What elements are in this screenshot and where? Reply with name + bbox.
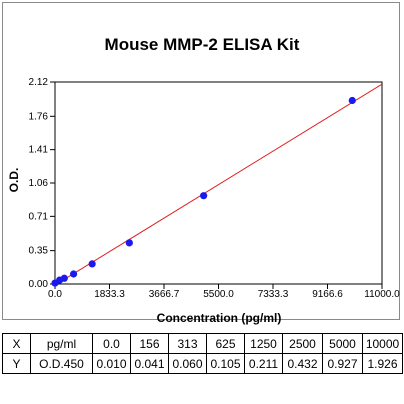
data-points bbox=[51, 96, 356, 287]
y-axis-ticks: 0.00 0.35 0.71 1.06 1.41 1.76 2.12 bbox=[29, 77, 55, 290]
x-tick-label: 0.0 bbox=[48, 289, 62, 300]
fit-curve bbox=[54, 83, 383, 286]
fit-curve-layer bbox=[54, 83, 383, 286]
table-row: Y O.D.450 0.010 0.041 0.060 0.105 0.211 0.432 0.… bbox=[2, 353, 403, 374]
y-tick-label: 1.41 bbox=[29, 145, 49, 156]
table-cell-value: 0.010 bbox=[92, 353, 131, 374]
plot-area-frame bbox=[54, 81, 383, 285]
table-cell-value: 313 bbox=[168, 333, 207, 354]
data-point bbox=[200, 192, 208, 200]
x-tick-label: 1833.3 bbox=[94, 289, 125, 300]
y-tick-label: 0.71 bbox=[29, 211, 49, 222]
data-point bbox=[69, 270, 78, 278]
y-tick-label: 0.00 bbox=[29, 279, 49, 290]
table-cell-value: 0.432 bbox=[282, 353, 323, 374]
data-point bbox=[348, 96, 356, 105]
x-tick-label: 11000.0 bbox=[364, 289, 400, 300]
table-cell-value: 1.926 bbox=[362, 353, 403, 374]
table-cell-value: 0.211 bbox=[244, 353, 283, 374]
chart-title: Mouse MMP-2 ELISA Kit bbox=[104, 35, 300, 54]
table-cell-value: 5000 bbox=[322, 333, 363, 354]
table-cell-value: 2500 bbox=[282, 333, 323, 354]
y-tick-label: 2.12 bbox=[29, 77, 49, 88]
x-axis-ticks: 0.0 1833.3 3666.7 5500.0 7333.3 9166.6 11000.0 bbox=[48, 284, 400, 300]
table-cell-value: 1250 bbox=[244, 333, 283, 354]
y-tick-label: 0.35 bbox=[29, 246, 49, 257]
data-point bbox=[60, 274, 68, 282]
table-cell-head: X bbox=[2, 333, 31, 354]
x-axis-label: Concentration (pg/ml) bbox=[157, 311, 282, 325]
data-point bbox=[125, 239, 133, 247]
table-cell-unit: O.D.450 bbox=[30, 353, 93, 374]
x-tick-label: 3666.7 bbox=[149, 289, 180, 300]
x-tick-label: 7333.3 bbox=[258, 289, 289, 300]
table-cell-head: Y bbox=[2, 353, 31, 374]
chart-plot: 0.00 0.35 0.71 1.06 1.41 1.76 2.12 0.0 1833.3 36… bbox=[7, 77, 400, 325]
table-cell-value: 0.105 bbox=[206, 353, 245, 374]
y-tick-label: 1.06 bbox=[29, 178, 49, 189]
data-point bbox=[88, 260, 96, 268]
table-cell-value: 0.041 bbox=[130, 353, 169, 374]
chart-frame bbox=[2, 2, 400, 320]
x-tick-label: 9166.6 bbox=[312, 289, 343, 300]
table-cell-value: 625 bbox=[206, 333, 245, 354]
table-cell-value: 10000 bbox=[362, 333, 403, 354]
table-cell-value: 0.927 bbox=[322, 353, 363, 374]
y-tick-label: 1.76 bbox=[29, 111, 49, 122]
table-cell-value: 156 bbox=[130, 333, 169, 354]
x-tick-label: 5500.0 bbox=[203, 289, 234, 300]
table-cell-unit: pg/ml bbox=[30, 333, 93, 354]
table-cell-value: 0.0 bbox=[92, 333, 131, 354]
y-axis-label: O.D. bbox=[7, 168, 21, 193]
table-cell-value: 0.060 bbox=[168, 353, 207, 374]
